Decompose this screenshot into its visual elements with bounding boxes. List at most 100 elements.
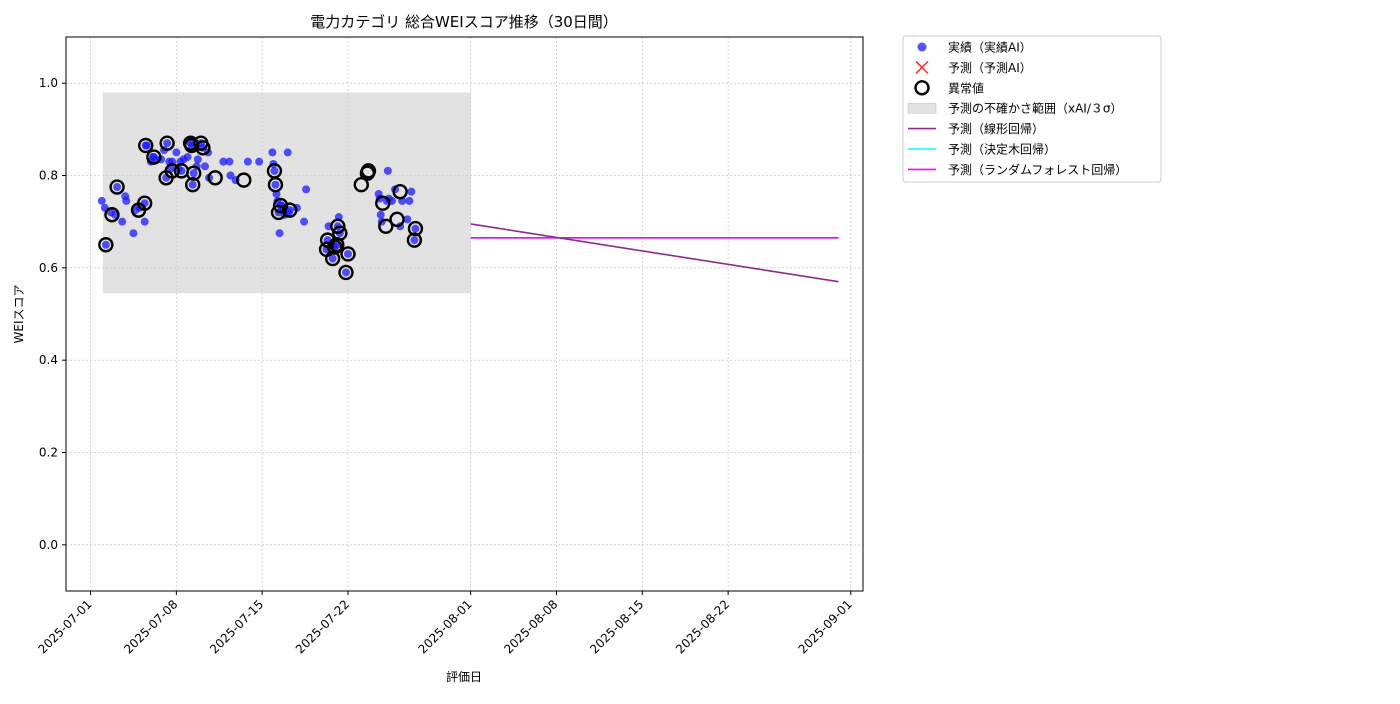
anomaly-marker: [332, 225, 348, 241]
legend-label-anomaly: 異常値: [948, 80, 984, 95]
anomaly-marker: [137, 137, 154, 154]
anomaly-marker: [109, 179, 125, 195]
actual-point: [97, 196, 106, 205]
y-tick-label: 0.8: [39, 169, 58, 183]
actual-point: [271, 180, 280, 189]
legend-label-forest: 予測（ランダムフォレスト回帰）: [948, 162, 1127, 177]
anomaly-marker: [330, 218, 346, 234]
anomaly-marker: [159, 135, 175, 151]
actual-point: [255, 157, 264, 166]
actual-point: [219, 157, 228, 166]
anomaly-marker: [267, 177, 284, 193]
legend-label-linear: 予測（線形回帰）: [948, 121, 1044, 136]
legend-marker-actual: [917, 42, 927, 52]
anomaly-marker: [270, 204, 287, 221]
actual-point: [410, 236, 419, 245]
actual-point: [122, 196, 131, 205]
anomaly-marker: [406, 232, 423, 248]
x-tick-label: 2025-08-08: [501, 597, 560, 656]
actual-point: [118, 217, 127, 226]
actual-point: [302, 185, 311, 194]
actual-point: [163, 139, 172, 148]
anomaly-marker: [378, 218, 394, 234]
actual-point: [411, 224, 420, 233]
anomaly-marker: [360, 163, 377, 179]
anomaly-marker: [353, 177, 369, 193]
y-axis-label: WEIスコア: [12, 285, 26, 344]
actual-point: [328, 254, 337, 263]
x-tick-label: 2025-08-22: [673, 597, 732, 656]
actual-point: [172, 148, 181, 157]
legend-marker-anomaly: [914, 80, 930, 96]
anomaly-marker: [207, 170, 223, 186]
y-tick-label: 0.2: [39, 446, 58, 460]
y-tick-label: 0.0: [39, 538, 58, 552]
anomaly-marker: [104, 207, 120, 223]
anomaly-marker: [146, 149, 162, 165]
actual-point: [270, 166, 279, 175]
anomaly-marker: [282, 202, 298, 218]
x-tick-label: 2025-07-15: [207, 597, 266, 656]
x-axis-label: 評価日: [446, 669, 482, 684]
anomaly-marker: [340, 246, 356, 262]
actual-point: [268, 148, 277, 157]
plot-frame: [65, 36, 864, 592]
anomaly-marker: [338, 264, 354, 281]
anomaly-marker: [186, 165, 202, 181]
anomaly-marker: [98, 237, 114, 253]
actual-point: [344, 249, 353, 258]
actual-point: [113, 183, 122, 192]
x-tick-label: 2025-08-01: [416, 597, 475, 656]
x-tick-label: 2025-07-08: [121, 597, 180, 656]
actual-point: [341, 268, 350, 277]
legend-label-band: 予測の不確かさ範囲（xAI/３σ）: [948, 101, 1123, 116]
anomaly-marker: [407, 220, 424, 237]
actual-point: [101, 240, 110, 249]
actual-point: [193, 155, 202, 164]
anomaly-marker: [185, 177, 201, 193]
x-tick-label: 2025-07-01: [35, 597, 94, 656]
actual-point: [407, 187, 416, 196]
actual-point: [226, 171, 235, 180]
actual-point: [383, 166, 392, 175]
actual-point: [376, 210, 385, 219]
actual-point: [243, 157, 252, 166]
actual-point: [142, 141, 151, 150]
actual-point: [129, 229, 138, 238]
anomaly-marker: [389, 211, 405, 228]
actual-point: [275, 229, 284, 238]
anomaly-marker: [183, 137, 200, 154]
y-tick-label: 1.0: [39, 76, 58, 90]
anomaly-marker: [164, 163, 180, 179]
anomaly-marker: [327, 239, 343, 255]
actual-point: [200, 162, 209, 171]
forecast-line-linear: [470, 223, 839, 283]
legend-label-tree: 予測（決定木回帰）: [948, 142, 1056, 157]
actual-point: [167, 164, 176, 173]
actual-point: [189, 169, 198, 178]
actual-point: [188, 180, 197, 189]
y-tick-label: 0.6: [39, 261, 58, 275]
actual-point: [183, 153, 192, 162]
legend-marker-forecast: [915, 60, 929, 74]
actual-point: [283, 148, 292, 157]
legend-marker-band: [907, 102, 937, 114]
anomaly-marker: [375, 195, 391, 211]
anomaly-marker: [236, 172, 252, 188]
anomaly-marker: [195, 140, 211, 156]
actual-point: [225, 157, 234, 166]
actual-point: [300, 217, 309, 226]
actual-point: [405, 196, 414, 205]
anomaly-marker: [136, 195, 153, 211]
legend-label-actual: 実績（実績AI）: [948, 40, 1032, 55]
y-tick-label: 0.4: [39, 353, 58, 367]
actual-point: [140, 217, 149, 226]
chart-title: 電力カテゴリ 総合WEIスコア推移（30日間）: [310, 13, 618, 31]
anomaly-marker: [392, 183, 408, 200]
legend-box: [902, 35, 1162, 183]
uncertainty-band: [102, 92, 471, 294]
x-tick-label: 2025-09-01: [796, 597, 855, 656]
x-tick-label: 2025-08-15: [587, 597, 646, 656]
